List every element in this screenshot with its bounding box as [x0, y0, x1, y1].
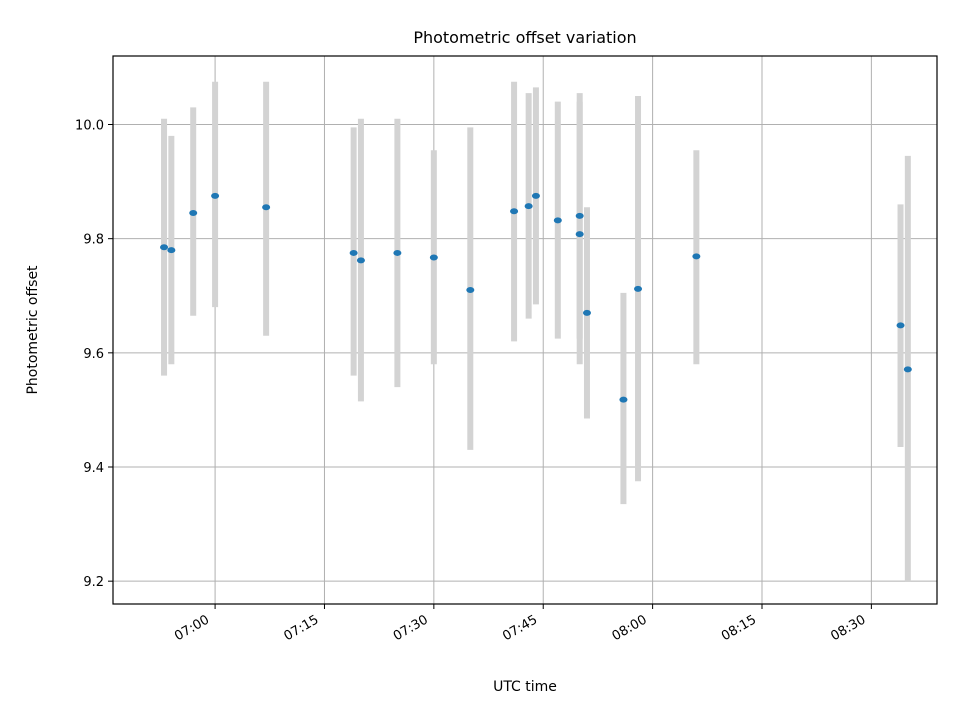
- y-tick-label: 9.6: [83, 347, 104, 362]
- data-point: [634, 285, 643, 292]
- data-point: [903, 366, 912, 373]
- y-tick-label: 10.0: [75, 119, 104, 134]
- data-points: [160, 192, 912, 403]
- data-point: [211, 192, 220, 199]
- data-point: [262, 204, 271, 211]
- plot-frame: [112, 55, 938, 605]
- grid: [113, 56, 937, 604]
- data-point: [582, 309, 591, 316]
- data-point: [575, 231, 584, 238]
- y-tick-label: 9.8: [83, 233, 104, 248]
- y-tick-label: 9.2: [83, 575, 104, 590]
- data-point: [531, 192, 540, 199]
- data-point: [349, 249, 358, 256]
- data-point: [575, 212, 584, 219]
- data-point: [429, 254, 438, 261]
- chart-title: Photometric offset variation: [413, 28, 636, 47]
- data-point: [510, 208, 519, 215]
- x-axis-label: UTC time: [493, 679, 557, 695]
- data-point: [160, 244, 169, 251]
- data-point: [524, 203, 533, 210]
- data-point: [356, 257, 365, 264]
- data-point: [619, 396, 628, 403]
- data-point: [393, 249, 402, 256]
- data-point: [896, 322, 905, 329]
- data-point: [466, 287, 475, 294]
- y-tick-label: 9.4: [83, 461, 104, 476]
- data-point: [553, 217, 562, 224]
- data-point: [692, 253, 701, 260]
- data-point: [189, 209, 198, 216]
- data-point: [167, 247, 176, 254]
- y-axis-label: Photometric offset: [25, 265, 41, 395]
